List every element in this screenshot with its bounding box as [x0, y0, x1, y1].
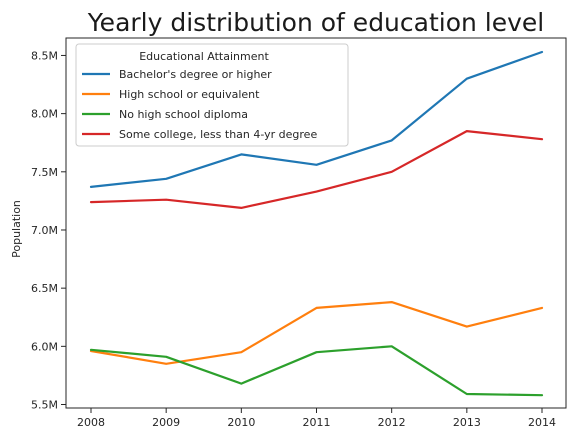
- y-tick-label: 6.0M: [31, 340, 58, 353]
- legend-entry: High school or equivalent: [119, 88, 260, 101]
- x-tick-label: 2011: [303, 416, 331, 429]
- series-line-3: [89, 130, 544, 209]
- plot-area: 5.5M 6.0M 6.5M 7.0M 7.5M 8.0M 8.5M 2008 2009 2010…: [31, 37, 567, 429]
- y-tick-label: 7.0M: [31, 224, 58, 237]
- legend: Educational Attainment Bachelor's degree …: [75, 43, 349, 147]
- legend-entry: Some college, less than 4-yr degree: [119, 128, 317, 141]
- y-tick-label: 5.5M: [31, 399, 58, 412]
- series-line-0: [89, 50, 544, 188]
- legend-box: [75, 43, 349, 147]
- legend-entry: Bachelor's degree or higher: [119, 68, 272, 81]
- y-tick-label: 8.5M: [31, 49, 58, 62]
- y-tick-label: 8.0M: [31, 108, 58, 121]
- chart-title: Yearly distribution of education level: [87, 8, 545, 37]
- x-tick-label: 2012: [378, 416, 406, 429]
- y-tick-label: 6.5M: [31, 282, 58, 295]
- x-tick-label: 2014: [528, 416, 556, 429]
- x-tick-label: 2010: [227, 416, 255, 429]
- x-tick-label: 2009: [152, 416, 180, 429]
- series-line-1: [89, 301, 544, 365]
- y-tick-label: 7.5M: [31, 166, 58, 179]
- legend-entry: No high school diploma: [119, 108, 248, 121]
- series-line-2: [89, 345, 544, 397]
- y-axis-label: Population: [10, 200, 23, 258]
- x-tick-label: 2008: [77, 416, 105, 429]
- legend-title: Educational Attainment: [139, 50, 269, 63]
- x-tick-label: 2013: [453, 416, 481, 429]
